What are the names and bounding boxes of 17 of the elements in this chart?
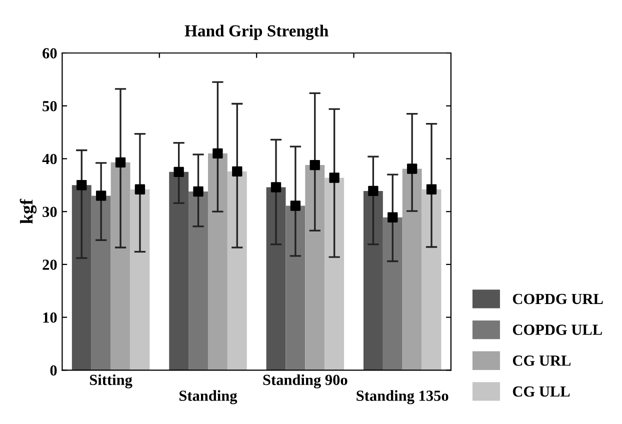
legend-label: CG ULL — [512, 386, 570, 397]
y-axis-title: kgf — [20, 198, 37, 224]
y-tick-label: 50 — [42, 101, 57, 112]
chart-title: Hand Grip Strength — [184, 24, 328, 40]
x-tick-label: Standing 90o — [263, 374, 348, 388]
x-tick-label: Sitting — [90, 374, 132, 388]
x-tick-label: Standing — [180, 390, 238, 404]
legend-label: COPDG ULL — [512, 324, 602, 335]
y-tick-label: 20 — [42, 260, 57, 270]
y-tick-label: 0 — [50, 365, 57, 376]
legend-label: CG URL — [512, 356, 571, 366]
x-tick-label: Standing 135o — [356, 390, 448, 404]
y-tick-label: 40 — [42, 154, 57, 164]
legend-label: COPDG URL — [512, 294, 603, 304]
y-tick-label: 10 — [43, 312, 57, 323]
y-tick-label: 60 — [42, 48, 57, 58]
y-tick-label: 30 — [42, 206, 57, 218]
